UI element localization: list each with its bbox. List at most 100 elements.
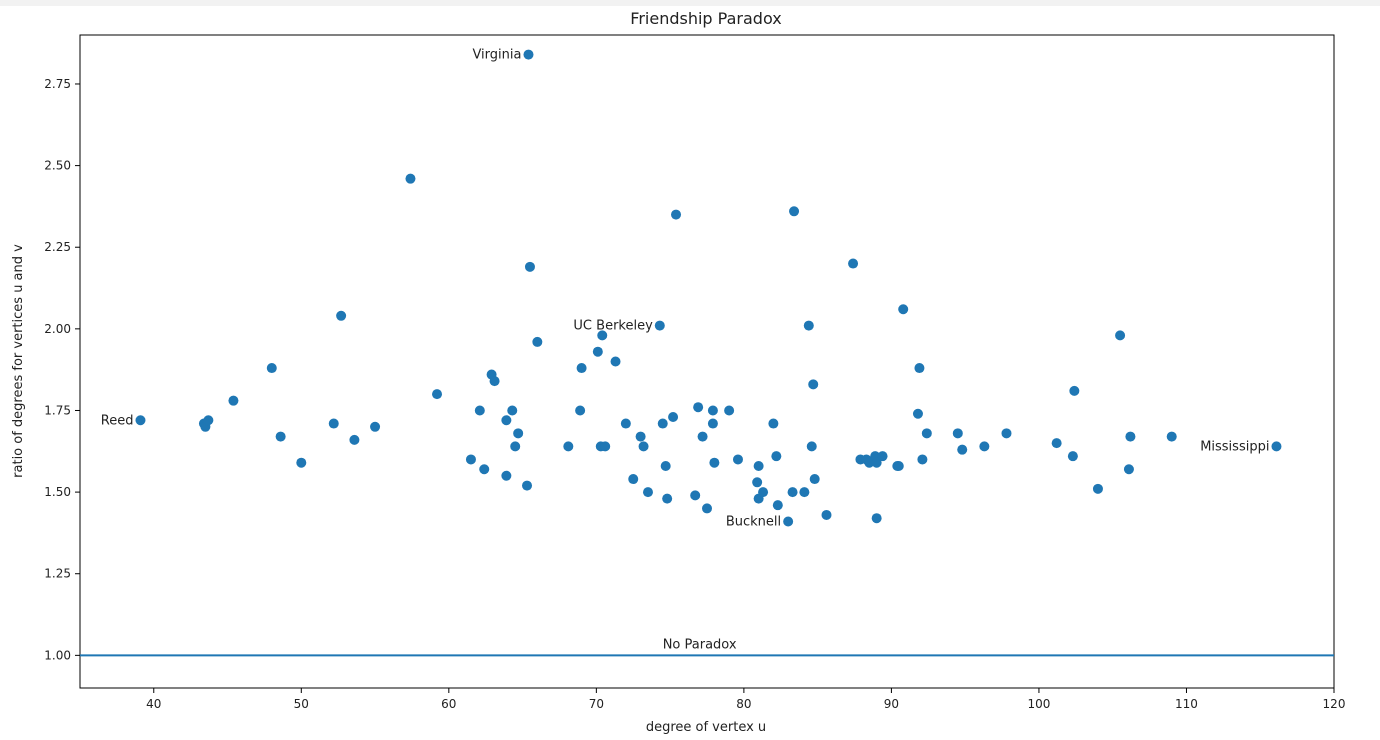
data-point	[628, 474, 639, 485]
y-tick-label: 2.75	[44, 77, 71, 91]
data-point	[912, 408, 923, 419]
y-tick-label: 2.00	[44, 322, 71, 336]
data-point	[507, 405, 518, 416]
data-point	[898, 304, 909, 315]
data-point	[914, 363, 925, 374]
data-point	[1069, 385, 1080, 396]
data-point	[474, 405, 485, 416]
data-point	[592, 346, 603, 357]
data-point	[563, 441, 574, 452]
data-point	[848, 258, 859, 269]
data-point	[1166, 431, 1177, 442]
data-point	[657, 418, 668, 429]
data-point	[768, 418, 779, 429]
data-point	[635, 431, 646, 442]
point-annotation: Bucknell	[726, 514, 781, 529]
data-point	[1115, 330, 1126, 341]
data-point	[465, 454, 476, 465]
x-tick-label: 110	[1175, 697, 1198, 711]
data-point	[489, 376, 500, 387]
data-point	[917, 454, 928, 465]
data-point	[864, 457, 875, 468]
data-point	[524, 261, 535, 272]
data-point	[405, 173, 416, 184]
data-point	[893, 460, 904, 471]
data-point	[523, 49, 534, 60]
data-point	[600, 441, 611, 452]
data-point	[522, 480, 533, 491]
data-point	[510, 441, 521, 452]
data-point	[501, 470, 512, 481]
data-point	[370, 421, 381, 432]
data-point	[707, 418, 718, 429]
data-point	[808, 379, 819, 390]
data-point	[501, 415, 512, 426]
data-point	[1123, 464, 1134, 475]
data-point	[752, 477, 763, 488]
x-axis-label: degree of vertex u	[646, 720, 766, 735]
data-point	[787, 487, 798, 498]
data-point	[662, 493, 673, 504]
data-point	[638, 441, 649, 452]
data-point	[1271, 441, 1282, 452]
data-point	[1001, 428, 1012, 439]
point-annotation: Mississippi	[1200, 439, 1269, 454]
y-tick-label: 1.25	[44, 567, 71, 581]
point-annotation: Reed	[101, 413, 134, 428]
data-point	[576, 363, 587, 374]
data-point	[1051, 438, 1062, 449]
data-point	[1125, 431, 1136, 442]
x-tick-label: 80	[736, 697, 751, 711]
chart-title: Friendship Paradox	[630, 9, 781, 28]
x-tick-label: 70	[589, 697, 604, 711]
y-tick-label: 1.00	[44, 648, 71, 662]
data-point	[877, 451, 888, 462]
data-point	[783, 516, 794, 527]
y-tick-label: 2.25	[44, 240, 71, 254]
data-point	[135, 415, 146, 426]
data-point	[513, 428, 524, 439]
data-point	[803, 320, 814, 331]
data-point	[654, 320, 665, 331]
data-point	[871, 457, 882, 468]
no-paradox-label: No Paradox	[663, 637, 737, 652]
x-tick-label: 50	[294, 697, 309, 711]
x-tick-label: 120	[1323, 697, 1346, 711]
data-point	[709, 457, 720, 468]
x-tick-label: 40	[146, 697, 161, 711]
data-point	[328, 418, 339, 429]
data-point	[349, 434, 360, 445]
y-axis-label: ratio of degrees for vertices u and v	[11, 244, 26, 478]
data-point	[871, 513, 882, 524]
plot-frame	[79, 34, 1335, 689]
data-point	[702, 503, 712, 514]
data-point	[707, 405, 718, 416]
data-point	[732, 454, 743, 465]
data-point	[957, 444, 968, 455]
point-annotation: Virginia	[472, 48, 521, 63]
data-point	[203, 415, 214, 426]
data-point	[532, 336, 543, 347]
data-point	[479, 464, 490, 475]
x-tick-label: 90	[884, 697, 899, 711]
data-point	[336, 310, 347, 321]
data-point	[597, 330, 608, 341]
data-point	[432, 389, 443, 400]
x-tick-label: 100	[1027, 697, 1050, 711]
data-point	[806, 441, 817, 452]
data-point	[668, 412, 679, 423]
data-point	[266, 363, 277, 374]
data-point	[697, 431, 708, 442]
x-tick-label: 60	[441, 697, 456, 711]
data-point	[771, 451, 782, 462]
data-point	[275, 431, 286, 442]
data-point	[772, 500, 783, 511]
data-point	[660, 460, 671, 471]
y-tick-label: 1.75	[44, 403, 71, 417]
data-point	[228, 395, 239, 406]
data-point	[693, 402, 704, 413]
data-point	[724, 405, 735, 416]
data-point	[620, 418, 631, 429]
data-point	[758, 487, 769, 498]
